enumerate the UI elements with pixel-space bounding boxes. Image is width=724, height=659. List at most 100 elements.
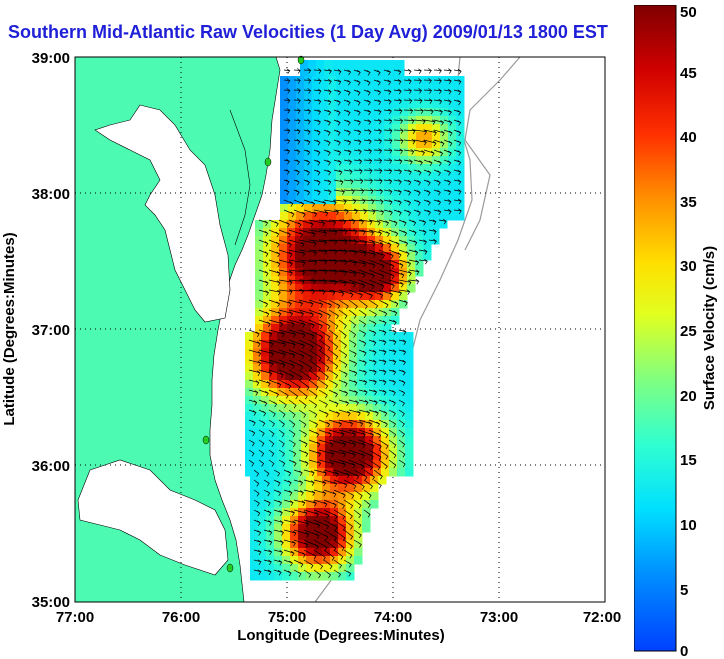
velocity-vector	[313, 179, 321, 186]
velocity-vector	[398, 339, 407, 345]
velocity-cell	[340, 68, 349, 77]
velocity-vector	[428, 229, 437, 235]
velocity-vector	[323, 489, 337, 498]
velocity-cell	[341, 372, 350, 381]
velocity-cell	[293, 388, 302, 397]
velocity-cell	[263, 308, 272, 317]
velocity-vector	[373, 79, 381, 86]
velocity-cell	[320, 140, 329, 149]
velocity-cell	[456, 132, 465, 141]
velocity-cell	[277, 372, 286, 381]
velocity-cell	[346, 548, 355, 557]
velocity-cell	[376, 84, 385, 93]
velocity-cell	[312, 148, 321, 157]
colorbar-ticks: 0 5 10 15 20 25 30 35 40 45 50	[680, 5, 697, 659]
velocity-cell	[367, 292, 376, 301]
velocity-cell	[423, 228, 432, 237]
velocity-cell	[309, 444, 318, 453]
velocity-cell	[424, 180, 433, 189]
velocity-vector	[348, 259, 367, 268]
velocity-cell	[293, 412, 302, 421]
velocity-cell	[373, 404, 382, 413]
velocity-vector	[433, 149, 444, 157]
velocity-cell	[328, 164, 337, 173]
velocity-cell	[250, 524, 259, 533]
velocity-vector	[323, 549, 335, 561]
colorbar: 0 5 10 15 20 25 30 35 40 45 50 Surface V…	[634, 5, 718, 659]
velocity-cell	[415, 260, 424, 269]
velocity-cell	[280, 188, 289, 197]
velocity-cell	[424, 172, 433, 181]
velocity-cell	[328, 92, 337, 101]
velocity-vector	[408, 219, 417, 226]
velocity-cell	[322, 508, 331, 517]
velocity-cell	[432, 172, 441, 181]
velocity-cell	[423, 236, 432, 245]
velocity-vector	[348, 359, 358, 367]
velocity-vector	[453, 119, 462, 126]
velocity-vector	[318, 449, 335, 458]
velocity-cell	[288, 196, 297, 205]
velocity-cell	[392, 108, 401, 117]
velocity-vector	[288, 339, 305, 349]
velocity-cell	[301, 388, 310, 397]
velocity-cell	[333, 460, 342, 469]
velocity-cell	[306, 516, 315, 525]
velocity-cell	[271, 268, 280, 277]
velocity-cell	[319, 260, 328, 269]
velocity-vector	[403, 149, 415, 155]
velocity-cell	[399, 260, 408, 269]
velocity-vector	[268, 359, 286, 368]
velocity-cell	[416, 212, 425, 221]
velocity-vector	[388, 239, 400, 248]
velocity-cell	[277, 444, 286, 453]
velocity-cell	[338, 476, 347, 485]
velocity-vector	[413, 88, 422, 94]
velocity-cell	[301, 364, 310, 373]
velocity-vector	[318, 459, 334, 467]
velocity-cell	[368, 76, 377, 85]
velocity-cell	[346, 492, 355, 501]
velocity-vector	[418, 249, 428, 255]
velocity-vector	[283, 489, 293, 496]
velocity-cell	[301, 436, 310, 445]
velocity-cell	[399, 228, 408, 237]
velocity-vector	[453, 99, 462, 106]
velocity-vector	[303, 529, 320, 540]
velocity-vector	[348, 379, 358, 386]
velocity-cell	[349, 428, 358, 437]
velocity-cell	[344, 140, 353, 149]
velocity-vector	[258, 389, 269, 397]
velocity-cell	[332, 60, 341, 69]
velocity-cell	[365, 452, 374, 461]
velocity-cell	[327, 220, 336, 229]
velocity-vector	[298, 359, 313, 371]
velocity-cell	[392, 92, 401, 101]
velocity-vector	[288, 309, 304, 317]
velocity-vector	[413, 169, 422, 176]
velocity-vector	[313, 539, 328, 551]
velocity-vector	[358, 229, 374, 236]
velocity-cell	[296, 204, 305, 213]
velocity-cell	[311, 236, 320, 245]
velocity-cell	[269, 412, 278, 421]
velocity-cell	[320, 164, 329, 173]
velocity-cell	[432, 188, 441, 197]
velocity-cell	[341, 452, 350, 461]
velocity-vector	[283, 88, 291, 94]
velocity-cell	[253, 428, 262, 437]
velocity-vector	[293, 149, 301, 155]
velocity-cell	[325, 460, 334, 469]
velocity-vector	[333, 129, 341, 136]
velocity-cell	[266, 556, 275, 565]
velocity-vector	[268, 449, 275, 457]
velocity-cell	[440, 148, 449, 157]
velocity-cell	[279, 292, 288, 301]
velocity-vector	[383, 178, 393, 185]
velocity-vector	[428, 238, 437, 245]
velocity-vector	[433, 159, 442, 167]
velocity-vector	[333, 569, 342, 578]
velocity-vector	[278, 449, 285, 457]
velocity-cell	[288, 148, 297, 157]
velocity-vector	[398, 399, 405, 407]
